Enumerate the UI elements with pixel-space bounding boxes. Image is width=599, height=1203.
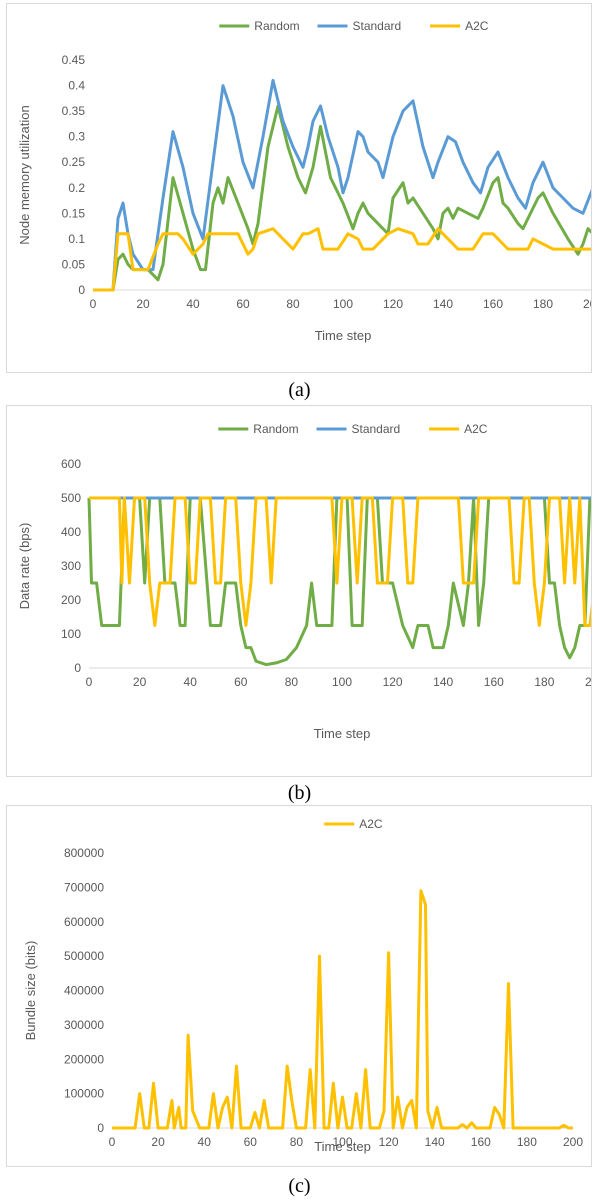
- y-tick-label: 0.2: [68, 181, 85, 195]
- x-tick-label: 140: [433, 675, 453, 689]
- legend-item-a2c: A2C: [429, 422, 488, 436]
- x-tick-label: 100: [332, 1135, 352, 1149]
- series-line-a2c: [93, 227, 591, 292]
- x-tick-label: 120: [383, 675, 403, 689]
- caption-c: (c): [288, 1175, 311, 1197]
- series-line-a2c: [89, 496, 591, 627]
- x-tick-label: 180: [534, 675, 554, 689]
- caption-a: (a): [288, 379, 311, 401]
- x-tick-label: 200: [563, 1135, 583, 1149]
- legend-item-standard: Standard: [317, 19, 402, 33]
- series-line-random: [93, 104, 591, 292]
- legend-label: A2C: [464, 422, 488, 436]
- x-tick-label: 160: [471, 1135, 491, 1149]
- y-tick-label: 200000: [64, 1052, 104, 1066]
- y-tick-label: 0.4: [68, 79, 85, 93]
- chart-panel-c: 0 100000 200000 300000 400000 500000 600000 700…: [6, 805, 592, 1167]
- y-tick-label: 0.15: [62, 206, 86, 220]
- x-axis-label: Time step: [314, 1139, 371, 1154]
- legend-item-a2c: A2C: [430, 19, 489, 33]
- chart-panel-a: 0 0.05 0.1 0.15 0.2 0.25 0.3 0.35 0.4 0.45 0 20 40 60…: [6, 3, 592, 373]
- y-tick-label: 500000: [64, 949, 104, 963]
- legend-label: Standard: [352, 422, 401, 436]
- legend-label: Random: [254, 19, 299, 33]
- y-tick-label: 100: [61, 627, 81, 641]
- y-tick-label: 800000: [64, 846, 104, 860]
- y-tick-label: 200: [61, 593, 81, 607]
- x-tick-label: 160: [484, 675, 504, 689]
- legend-label: A2C: [465, 19, 489, 33]
- x-tick-label: 20: [133, 675, 147, 689]
- y-tick-label: 300000: [64, 1018, 104, 1032]
- x-tick-label: 120: [383, 297, 403, 311]
- x-tick-label: 140: [433, 297, 453, 311]
- x-tick-label: 80: [286, 297, 300, 311]
- memory-utilization-chart: 0 0.05 0.1 0.15 0.2 0.25 0.3 0.35 0.4 0.45 0 20 40 60…: [17, 19, 591, 343]
- y-tick-label: 0.45: [62, 53, 86, 67]
- legend-item-a2c: A2C: [324, 817, 383, 831]
- x-tick-label: 160: [483, 297, 503, 311]
- y-tick-label: 400: [61, 525, 81, 539]
- y-tick-label: 100000: [64, 1087, 104, 1101]
- x-axis-label: Time step: [314, 726, 371, 741]
- legend-item-random: Random: [219, 19, 300, 33]
- y-tick-label: 0: [74, 661, 81, 675]
- y-tick-label: 0: [78, 283, 85, 297]
- x-tick-label: 200: [583, 297, 591, 311]
- x-tick-label: 0: [109, 1135, 116, 1149]
- caption-b: (b): [287, 782, 312, 804]
- x-tick-label: 100: [333, 297, 353, 311]
- x-tick-label: 180: [517, 1135, 537, 1149]
- x-tick-label: 40: [186, 297, 200, 311]
- x-tick-label: 200: [585, 675, 591, 689]
- x-tick-label: 80: [285, 675, 299, 689]
- x-tick-label: 140: [425, 1135, 445, 1149]
- bundle-size-chart: 0 100000 200000 300000 400000 500000 600000 700…: [23, 817, 583, 1154]
- y-tick-label: 0.1: [68, 232, 85, 246]
- legend-label: A2C: [359, 817, 383, 831]
- x-tick-label: 0: [86, 675, 93, 689]
- legend-label: Standard: [353, 19, 402, 33]
- y-axis-label: Bundle size (bits): [23, 941, 38, 1041]
- x-tick-label: 40: [184, 675, 198, 689]
- y-tick-label: 600: [61, 457, 81, 471]
- x-tick-label: 20: [151, 1135, 165, 1149]
- legend-item-standard: Standard: [316, 422, 401, 436]
- x-tick-label: 80: [290, 1135, 304, 1149]
- y-tick-label: 400000: [64, 984, 104, 998]
- x-tick-label: 60: [236, 297, 250, 311]
- series-line-standard: [93, 78, 591, 292]
- legend-label: Random: [253, 422, 298, 436]
- x-tick-label: 60: [244, 1135, 258, 1149]
- x-tick-label: 20: [136, 297, 150, 311]
- x-tick-label: 120: [379, 1135, 399, 1149]
- x-tick-label: 40: [198, 1135, 212, 1149]
- x-tick-label: 60: [234, 675, 248, 689]
- y-tick-label: 500: [61, 491, 81, 505]
- y-tick-label: 600000: [64, 915, 104, 929]
- y-tick-label: 0.05: [62, 257, 86, 271]
- x-tick-label: 180: [533, 297, 553, 311]
- y-tick-label: 0.35: [62, 104, 86, 118]
- y-axis-label: Node memory utilization: [17, 105, 32, 244]
- y-tick-label: 0.3: [68, 130, 85, 144]
- y-axis-label: Data rate (bps): [17, 523, 32, 610]
- x-tick-label: 100: [332, 675, 352, 689]
- chart-panel-b: 0 100 200 300 400 500 600 0 20 40 60 80 100 120 140 160…: [6, 405, 592, 777]
- series-line-a2c: [112, 889, 573, 1130]
- data-rate-chart: 0 100 200 300 400 500 600 0 20 40 60 80 100 120 140 160…: [17, 422, 591, 741]
- y-tick-label: 0: [97, 1121, 104, 1135]
- y-tick-label: 0.25: [62, 155, 86, 169]
- x-tick-label: 0: [90, 297, 97, 311]
- legend-item-random: Random: [218, 422, 299, 436]
- y-tick-label: 700000: [64, 880, 104, 894]
- y-tick-label: 300: [61, 559, 81, 573]
- x-axis-label: Time step: [315, 328, 372, 343]
